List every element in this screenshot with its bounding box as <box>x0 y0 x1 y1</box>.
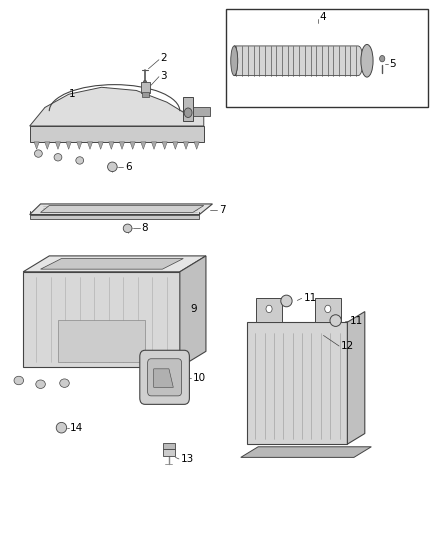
Ellipse shape <box>35 150 42 157</box>
Polygon shape <box>184 142 189 149</box>
Text: 8: 8 <box>141 223 148 233</box>
Polygon shape <box>180 256 206 367</box>
Polygon shape <box>77 142 82 149</box>
Polygon shape <box>154 369 173 387</box>
Bar <box>163 443 175 449</box>
Polygon shape <box>162 142 167 149</box>
Ellipse shape <box>14 376 24 385</box>
Text: 4: 4 <box>319 12 326 22</box>
Ellipse shape <box>330 315 341 326</box>
Polygon shape <box>66 142 71 149</box>
Polygon shape <box>141 142 146 149</box>
Polygon shape <box>87 142 92 149</box>
Polygon shape <box>109 142 114 149</box>
Polygon shape <box>55 142 60 149</box>
Ellipse shape <box>143 80 147 84</box>
Polygon shape <box>45 142 50 149</box>
Polygon shape <box>347 312 365 444</box>
Polygon shape <box>241 447 371 457</box>
Polygon shape <box>30 215 199 219</box>
Text: 13: 13 <box>181 454 194 464</box>
Ellipse shape <box>266 305 272 313</box>
Polygon shape <box>173 142 178 149</box>
Text: 7: 7 <box>219 205 226 215</box>
Polygon shape <box>152 142 157 149</box>
Ellipse shape <box>281 295 292 307</box>
Polygon shape <box>23 272 180 367</box>
Polygon shape <box>120 142 125 149</box>
Polygon shape <box>194 142 199 149</box>
Text: 14: 14 <box>70 423 83 433</box>
Text: 6: 6 <box>125 162 131 172</box>
Polygon shape <box>247 322 347 444</box>
Bar <box>256 298 282 322</box>
Text: 3: 3 <box>160 70 167 80</box>
Ellipse shape <box>56 422 67 433</box>
Polygon shape <box>98 142 103 149</box>
Text: 5: 5 <box>389 59 396 69</box>
Polygon shape <box>41 206 204 213</box>
Text: 11: 11 <box>304 293 317 303</box>
Ellipse shape <box>123 224 132 232</box>
Polygon shape <box>30 204 212 215</box>
Polygon shape <box>34 142 39 149</box>
Ellipse shape <box>54 154 62 161</box>
Ellipse shape <box>231 46 238 76</box>
Bar <box>193 108 210 116</box>
Ellipse shape <box>184 108 192 117</box>
Text: 10: 10 <box>193 373 206 383</box>
Bar <box>142 92 149 97</box>
Text: 9: 9 <box>191 304 198 314</box>
FancyBboxPatch shape <box>148 359 182 396</box>
Ellipse shape <box>76 157 84 164</box>
Text: 2: 2 <box>160 53 167 63</box>
Text: 11: 11 <box>350 316 363 326</box>
Ellipse shape <box>60 379 69 387</box>
Bar <box>58 319 145 362</box>
Bar <box>184 97 193 120</box>
Ellipse shape <box>108 162 117 172</box>
Text: 12: 12 <box>341 341 354 351</box>
Text: 1: 1 <box>69 89 75 99</box>
Polygon shape <box>130 142 135 149</box>
FancyBboxPatch shape <box>140 350 189 405</box>
Bar <box>141 82 150 93</box>
Polygon shape <box>23 256 206 272</box>
Bar <box>315 298 341 322</box>
Bar <box>163 449 175 456</box>
Polygon shape <box>234 46 363 76</box>
Bar <box>226 10 428 108</box>
Polygon shape <box>30 87 204 126</box>
Polygon shape <box>41 259 184 269</box>
Ellipse shape <box>36 380 46 389</box>
Ellipse shape <box>361 44 373 77</box>
Ellipse shape <box>380 55 385 62</box>
Ellipse shape <box>325 305 331 313</box>
Bar <box>30 126 204 142</box>
